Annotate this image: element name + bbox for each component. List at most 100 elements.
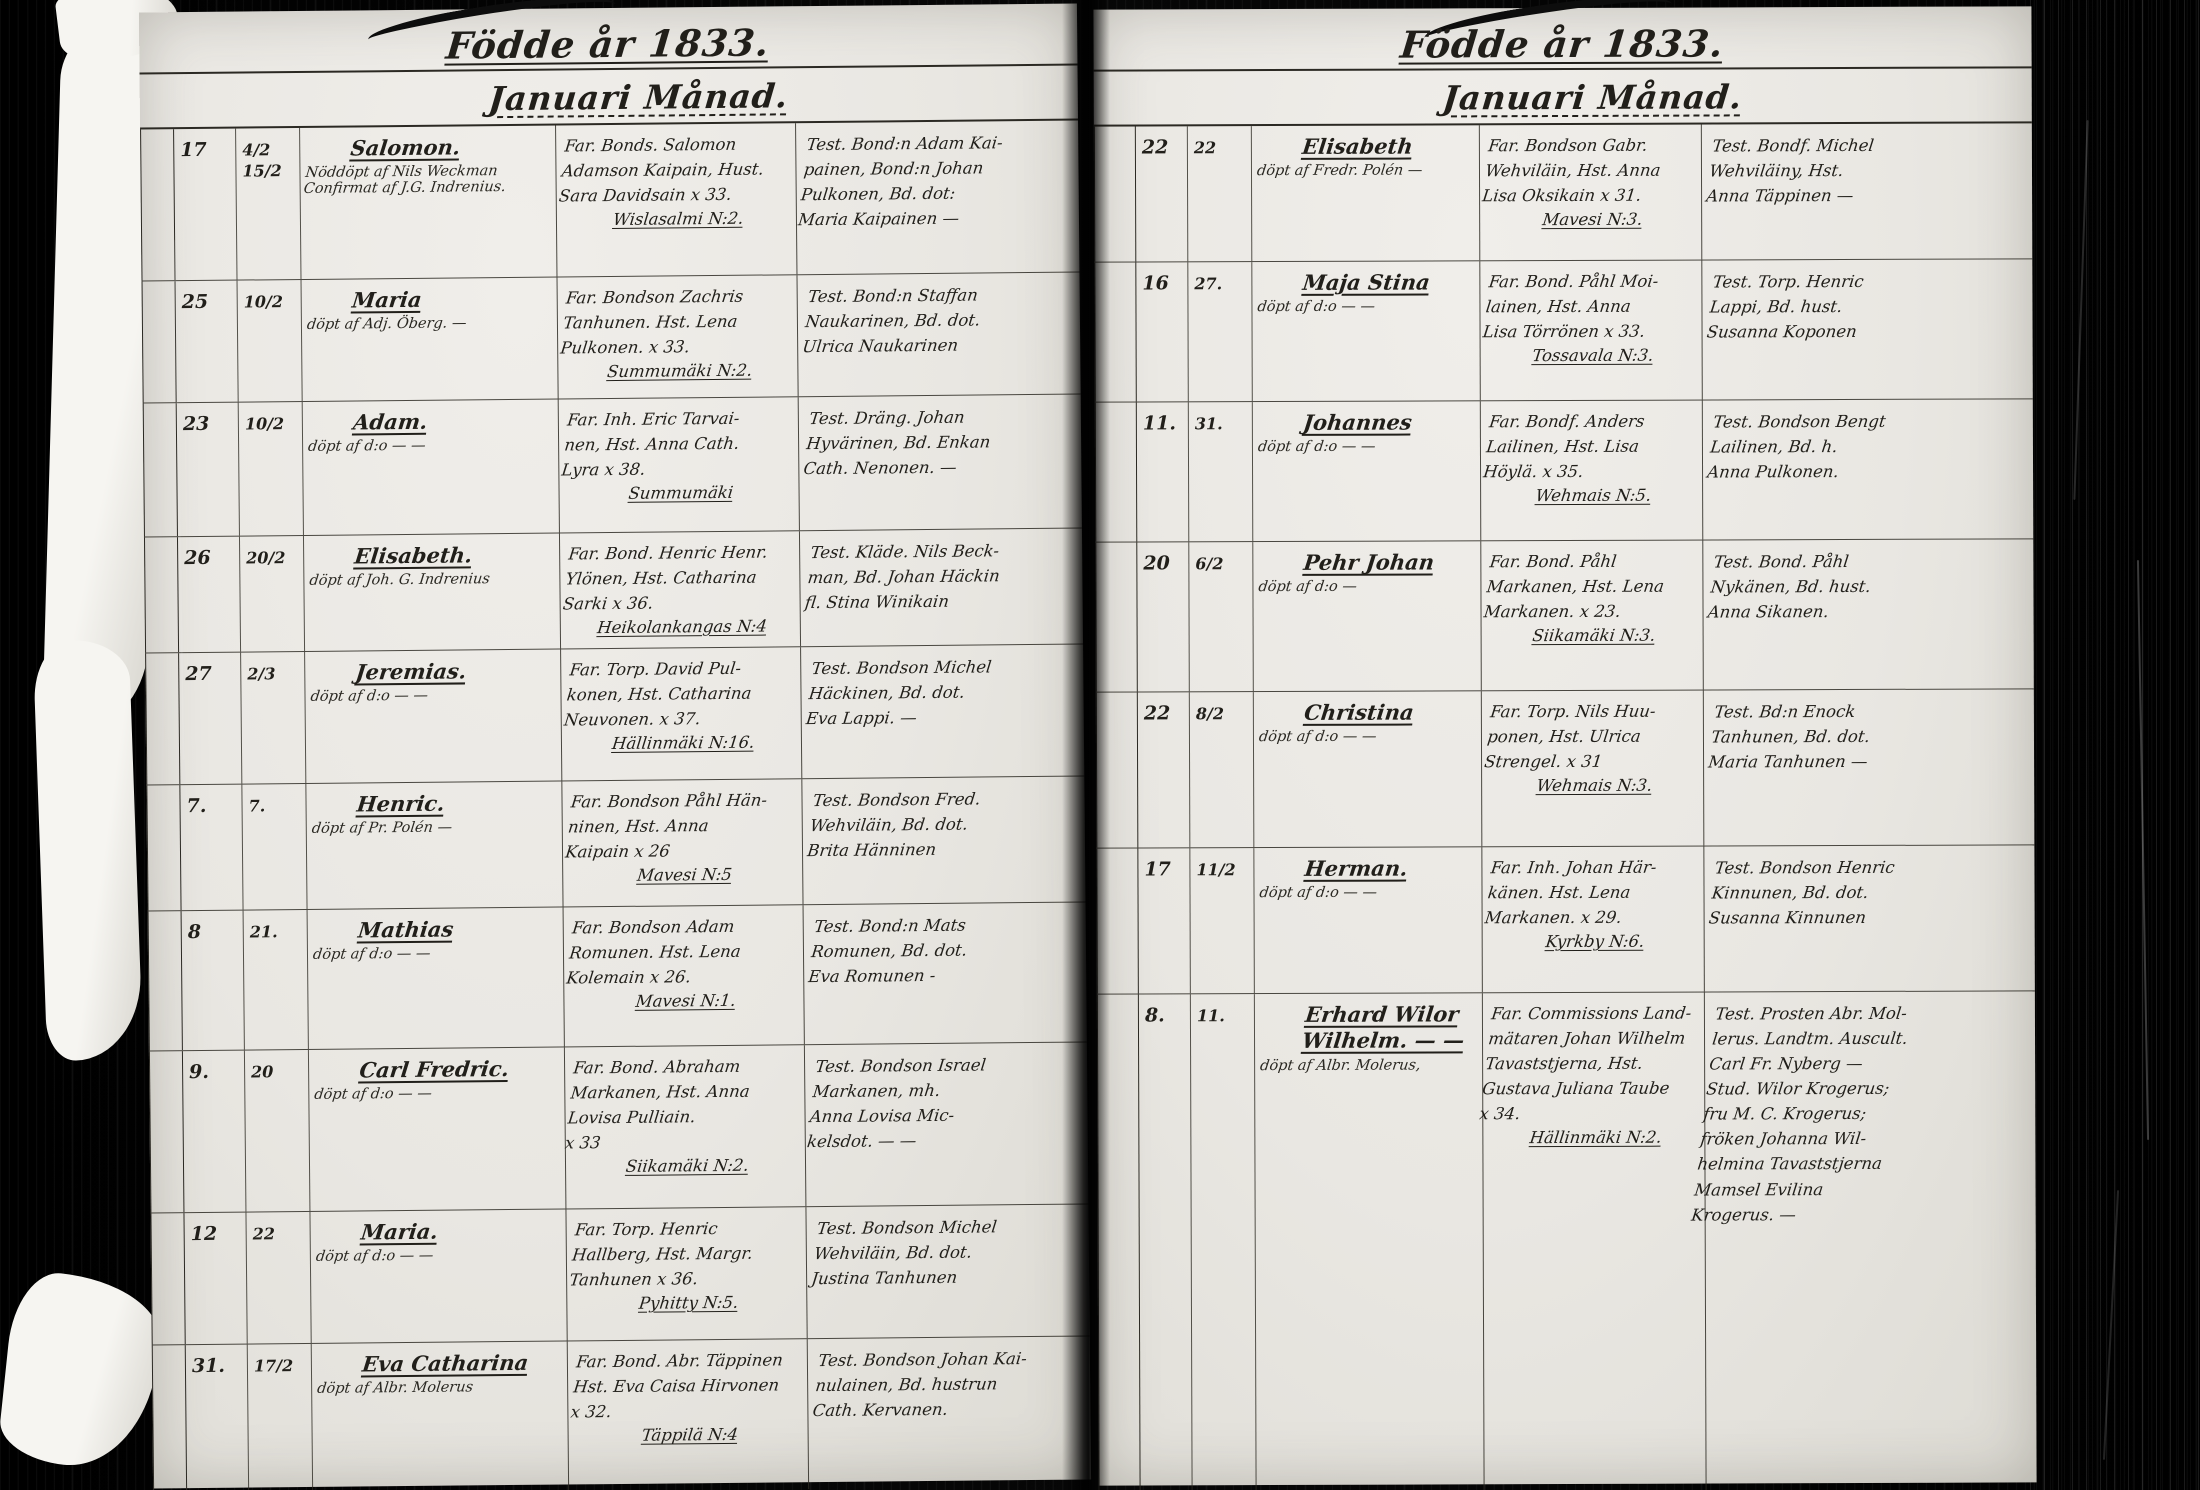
birth-day: 12 xyxy=(190,1222,218,1246)
child-name: Jeremias. xyxy=(354,658,468,685)
baptism-date: 22 xyxy=(1193,138,1217,158)
child-name: Carl Fredric. xyxy=(358,1056,511,1083)
witnesses: Test. Dräng. Johan Hyvärinen, Bd. Enkan … xyxy=(802,407,992,479)
baptism-note: döpt af Fredr. Polén — xyxy=(1256,162,1424,180)
table-row: 11. 31. Johannes döpt af d:o — — Far. Bon… xyxy=(1094,399,2034,543)
baptism-date: 27. xyxy=(1194,274,1223,294)
baptism-date: 7. xyxy=(248,796,266,816)
witnesses: Test. Bondf. Michel Wehviläiny, Hst. Ann… xyxy=(1705,135,1875,206)
residence: Summumäki N:2. xyxy=(606,360,754,382)
baptism-note: döpt af d:o — — xyxy=(1258,884,1378,902)
year-title: Födde år 1833. xyxy=(444,20,772,68)
parents: Far. Bond. Påhl Markanen, Hst. Lena Mark… xyxy=(1482,551,1666,622)
baptism-date: 8/2 xyxy=(1195,704,1225,724)
table-row: 20 6/2 Pehr Johan döpt af d:o — Far. Bond… xyxy=(1095,539,2034,693)
table-row: 17 11/2 Herman. döpt af d:o — — Far. Inh.… xyxy=(1096,845,2035,995)
child-name: Johannes xyxy=(1301,409,1414,435)
baptism-note: döpt af d:o — — xyxy=(1257,438,1377,456)
birth-day: 17 xyxy=(1144,858,1171,881)
baptism-note: döpt af Pr. Polén — xyxy=(310,819,453,838)
residence: Wislasalmi N:2. xyxy=(611,208,745,230)
book-gutter-shadow xyxy=(1062,0,1110,1490)
witnesses: Test. Bond:n Staffan Naukarinen, Bd. dot… xyxy=(801,285,982,357)
margin-column xyxy=(145,653,181,785)
child-name: Maria. xyxy=(359,1218,440,1245)
table-row: 16 27. Maja Stina döpt af d:o — — Far. Bo… xyxy=(1094,259,2033,403)
baptism-date: 17/2 xyxy=(253,1356,294,1376)
baptism-date: 6/2 xyxy=(1195,554,1224,574)
parents: Far. Inh. Eric Tarvai- nen, Hst. Anna Ca… xyxy=(560,408,741,480)
year-title: Födde år 1833. xyxy=(1398,21,1727,67)
parents: Far. Bond. Påhl Moi- lainen, Hst. Anna L… xyxy=(1481,271,1660,342)
month-title-row: Januari Månad. xyxy=(140,66,1078,128)
child-name: Elisabeth xyxy=(1300,133,1415,159)
birth-day: 26 xyxy=(184,546,211,570)
baptism-note: döpt af Adj. Öberg. — xyxy=(306,315,468,334)
parents: Far. Bond. Abraham Markanen, Hst. Anna L… xyxy=(563,1056,751,1153)
month-title-row: Januari Månad. xyxy=(1094,68,2032,124)
child-name: Adam. xyxy=(351,408,429,435)
baptism-date: 22 xyxy=(252,1224,276,1244)
margin-column xyxy=(150,1213,186,1345)
residence: Täppilä N:4 xyxy=(640,1425,740,1446)
parents: Far. Bond. Henric Henr. Ylönen, Hst. Cat… xyxy=(561,542,769,614)
parents: Far. Torp. David Pul- konen, Hst. Cathar… xyxy=(562,658,753,730)
residence: Pyhitty N:5. xyxy=(637,1293,740,1314)
child-name: Salomon. xyxy=(349,134,462,161)
month-title: Januari Månad. xyxy=(487,76,791,119)
residence: Kyrkby N:6. xyxy=(1544,931,1646,952)
child-name: Henric. xyxy=(355,790,447,817)
birth-day: 27 xyxy=(185,662,212,686)
baptism-date: 20 xyxy=(251,1062,274,1082)
parents: Far. Bondson Adam Romunen. Hst. Lena Kol… xyxy=(565,916,742,988)
book-edge-texture xyxy=(2030,0,2200,1490)
baptism-date: 10/2 xyxy=(243,292,284,312)
witnesses: Test. Kläde. Nils Beck- man, Bd. Johan H… xyxy=(803,541,1001,613)
child-name: Maja Stina xyxy=(1301,269,1432,295)
child-name: Elisabeth. xyxy=(353,542,474,569)
child-name: Maria xyxy=(350,286,424,313)
year-title-row: Födde år 1833. xyxy=(1093,20,2032,72)
child-name: Christina xyxy=(1302,699,1416,725)
residence: Wehmais N:5. xyxy=(1534,485,1653,506)
margin-column xyxy=(140,129,176,281)
birth-day: 16 xyxy=(1142,272,1169,295)
parents: Far. Bondson Zachris Tanhunen. Hst. Lena… xyxy=(559,286,745,358)
baptism-note: döpt af d:o — — xyxy=(1256,298,1376,316)
birth-day: 22 xyxy=(1143,702,1171,725)
baptism-note: döpt af Albr. Molerus, xyxy=(1259,1057,1422,1074)
parents: Far. Bondson Gabr. Wehviläin, Hst. Anna … xyxy=(1481,135,1662,206)
table-row: 27 2/3 Jeremias. döpt af d:o — — Far. Tor… xyxy=(145,644,1085,786)
baptism-date: 21. xyxy=(249,922,278,942)
parents: Far. Commissions Land- mätaren Johan Wil… xyxy=(1478,1003,1693,1124)
residence: Siikamäki N:2. xyxy=(624,1156,750,1177)
table-row: 8 21. Mathias döpt af d:o — — Far. Bondso… xyxy=(147,902,1087,1052)
witnesses: Test. Prosten Abr. Mol- lerus. Landtm. A… xyxy=(1690,1003,1909,1225)
table-row: 22 22 Elisabeth döpt af Fredr. Polén — Fa… xyxy=(1093,123,2033,263)
witnesses: Test. Bd:n Enock Tanhunen, Bd. dot. Mari… xyxy=(1707,701,1871,772)
baptism-date: 31. xyxy=(1194,414,1223,434)
parents: Far. Bondf. Anders Lailinen, Hst. Lisa H… xyxy=(1482,411,1646,482)
table-row: 22 8/2 Christina döpt af d:o — — Far. Tor… xyxy=(1095,689,2035,849)
margin-column xyxy=(147,911,183,1051)
margin-column xyxy=(141,281,177,403)
baptism-date: 2/3 xyxy=(247,664,276,684)
birth-day: 17 xyxy=(180,138,207,162)
table-row: 26 20/2 Elisabeth. döpt af Joh. G. Indren… xyxy=(143,528,1084,654)
table-row: 7. 7. Henric. döpt af Pr. Polén — Far. Bo… xyxy=(146,776,1086,912)
witnesses: Test. Bondson Johan Kai- nulainen, Bd. h… xyxy=(811,1349,1028,1421)
parents: Far. Inh. Johan Här- känen. Hst. Lena Ma… xyxy=(1483,857,1658,928)
baptism-note: döpt af d:o — — xyxy=(309,688,429,706)
birth-day: 23 xyxy=(182,412,210,436)
table-row: 12 22 Maria. döpt af d:o — — Far. Torp. H… xyxy=(150,1204,1090,1346)
parents: Far. Bonds. Salomon Adamson Kaipain, Hus… xyxy=(557,134,765,206)
birth-day: 25 xyxy=(181,290,209,314)
register-page-left: Födde år 1833. Januari Månad. 17 4/2 15/… xyxy=(138,0,1092,1490)
baptism-date: 11/2 xyxy=(1196,860,1236,880)
residence: Heikolankangas N:4 xyxy=(596,616,769,638)
birth-day: 8 xyxy=(187,920,202,944)
table-row: 31. 17/2 Eva Catharina döpt af Albr. Mole… xyxy=(151,1336,1091,1490)
residence: Mavesi N:3. xyxy=(1541,209,1644,230)
child-name: Eva Catharina xyxy=(360,1349,530,1377)
table-row: 8. 11. Erhard Wilor Wilhelm. — — döpt af … xyxy=(1096,991,2037,1490)
